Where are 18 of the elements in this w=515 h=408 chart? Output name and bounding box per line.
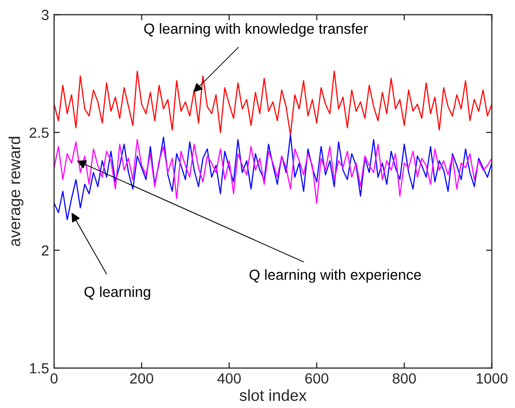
y-tick-label: 3 [42, 10, 49, 20]
x-tick-label: 400 [217, 373, 241, 384]
annotation: Q learning with experience [250, 269, 421, 283]
x-tick-label: 800 [392, 373, 416, 384]
line-series [54, 138, 492, 204]
line-series [54, 70, 492, 136]
y-tick-label: 1.5 [30, 363, 49, 374]
x-axis-title: slot index [240, 389, 307, 401]
x-tick-label: 0 [50, 373, 58, 384]
x-tick-label: 1000 [476, 373, 508, 384]
y-tick-label: 2 [42, 245, 48, 256]
y-tick-label: 2.5 [30, 128, 49, 138]
annotation: Q learning [84, 286, 150, 300]
annotation: Q learning with knowledge transfer [144, 23, 368, 37]
y-axis-title: average reward [8, 136, 24, 246]
line-series [54, 134, 492, 220]
x-tick-label: 600 [305, 373, 328, 384]
x-tick-label: 200 [130, 373, 154, 384]
